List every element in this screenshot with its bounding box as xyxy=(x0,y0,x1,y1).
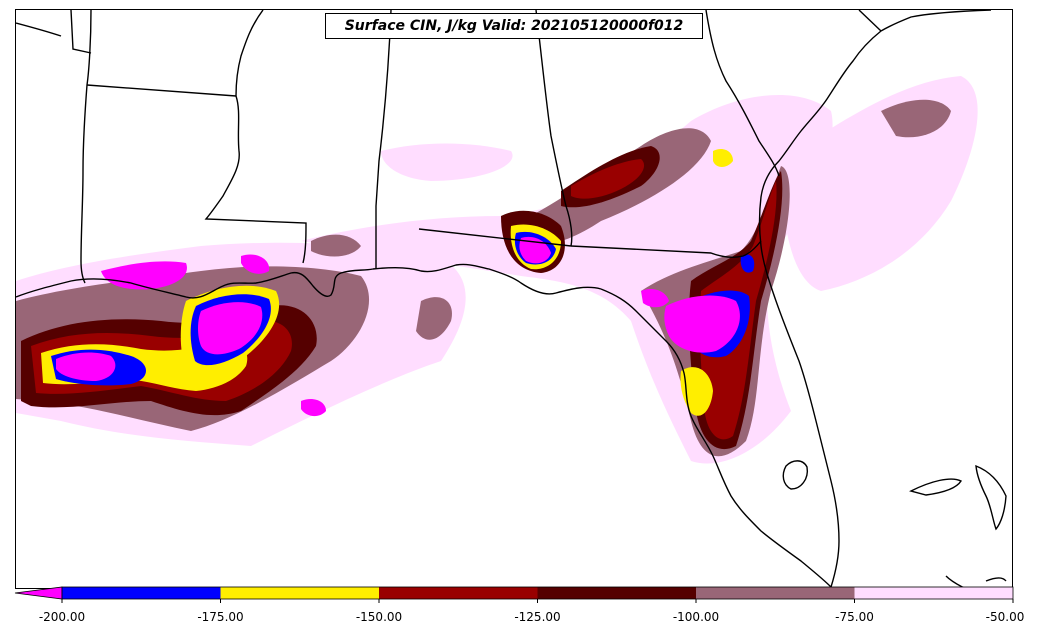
colorbar-segment xyxy=(537,587,696,599)
colorbar-segment xyxy=(854,587,1013,599)
colorbar-segment xyxy=(696,587,855,599)
colorbar-tick-label: -125.00 xyxy=(514,610,561,624)
colorbar-tick-label: -175.00 xyxy=(197,610,244,624)
colorbar-segments xyxy=(14,586,1014,603)
map-borders xyxy=(16,10,1007,588)
colorbar xyxy=(14,586,1014,603)
map-canvas xyxy=(16,10,1007,588)
colorbar-tick-label: -200.00 xyxy=(38,610,86,624)
colorbar-segment xyxy=(379,587,538,599)
colorbar-tick-label: -150.00 xyxy=(355,610,403,624)
colorbar-segment xyxy=(220,587,379,599)
colorbar-tick-label: -100.00 xyxy=(672,610,720,624)
colorbar-tick-label: -75.00 xyxy=(835,610,874,624)
colorbar-segment xyxy=(62,587,221,599)
cin-field-layer xyxy=(16,76,978,464)
map-title: Surface CIN, J/kg Valid: 202105120000f01… xyxy=(325,13,703,39)
map-panel xyxy=(15,9,1013,589)
colorbar-extend-arrow xyxy=(14,586,63,600)
colorbar-tick-label: -50.00 xyxy=(985,610,1025,624)
